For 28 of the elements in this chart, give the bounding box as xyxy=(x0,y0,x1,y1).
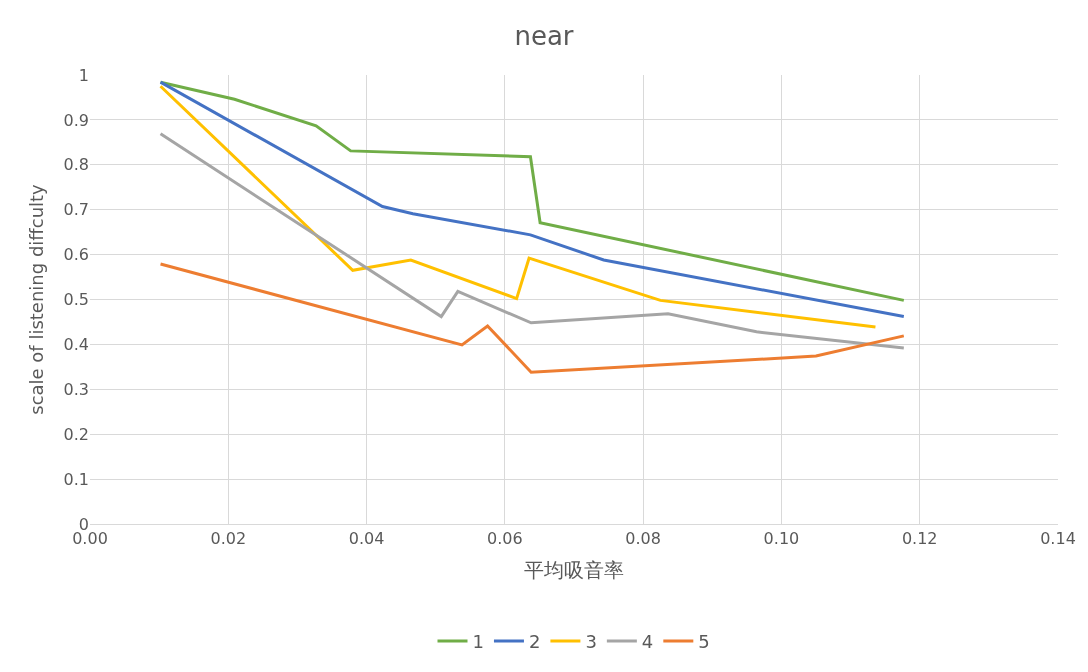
legend-label: 5 xyxy=(698,631,710,652)
chart-title: near xyxy=(514,21,574,52)
x-tick-label: 0.14 xyxy=(1040,529,1076,549)
x-tick-label: 0.08 xyxy=(625,529,661,549)
line-series xyxy=(159,262,906,374)
y-tick-label: 0.9 xyxy=(63,110,89,130)
x-tick-label: 0.02 xyxy=(210,529,247,549)
legend-label: 3 xyxy=(585,631,597,652)
x-tick-label: 0.00 xyxy=(72,529,108,549)
y-tick-label: 0.8 xyxy=(63,155,89,175)
y-tick-label: 0.2 xyxy=(63,424,89,444)
x-axis-title: 平均吸音率 xyxy=(524,557,624,582)
y-tick-label: 0.5 xyxy=(63,290,89,310)
legend-label: 2 xyxy=(528,631,541,652)
legend-label: 4 xyxy=(641,631,654,652)
y-tick-label: 0.1 xyxy=(63,469,89,489)
y-tick-label: 0.4 xyxy=(63,335,89,354)
x-tick-label: 0.06 xyxy=(487,529,523,549)
line-series xyxy=(159,132,906,350)
y-tick-label: 1 xyxy=(78,65,89,85)
x-tick-label: 0.10 xyxy=(763,529,800,549)
legend-label: 1 xyxy=(472,631,484,652)
x-tick-label: 0.12 xyxy=(901,529,938,549)
y-tick-label: 0.3 xyxy=(63,379,89,399)
x-tick-label: 0.04 xyxy=(348,529,385,549)
y-axis-title: scale of listening diffculty xyxy=(25,183,47,415)
y-tick-label: 0.7 xyxy=(63,200,89,220)
y-tick-label: 0.6 xyxy=(63,245,89,265)
